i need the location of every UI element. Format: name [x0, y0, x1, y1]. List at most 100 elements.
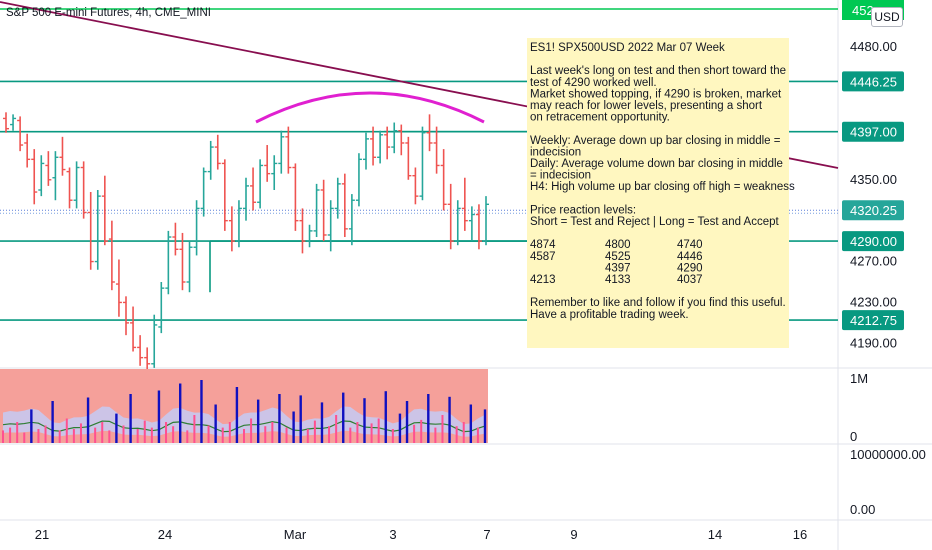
- note-line: Last week's long on test and then short …: [530, 65, 786, 77]
- volume-bar: [398, 413, 402, 443]
- note-footer-line: Remember to like and follow if you find …: [530, 297, 786, 309]
- volume-bar: [313, 420, 316, 443]
- volume-bar: [115, 413, 118, 443]
- candle: [87, 192, 94, 270]
- candle: [45, 151, 52, 186]
- candle: [73, 161, 80, 209]
- current-price-tag-bg: [842, 200, 904, 221]
- currency-button[interactable]: USD: [871, 7, 903, 27]
- candle: [257, 159, 264, 209]
- volume-bar: [186, 430, 189, 443]
- price-level-cell: 4525: [605, 251, 631, 263]
- date-tick-label: 14: [708, 527, 722, 542]
- volume-bar: [214, 404, 217, 443]
- volume-bar: [221, 427, 224, 443]
- candle: [66, 167, 73, 209]
- volume-bar: [172, 426, 175, 443]
- candle: [419, 126, 426, 201]
- candle: [285, 126, 292, 174]
- candle: [151, 314, 158, 368]
- price-candles: [3, 112, 489, 372]
- note-line: ES1! SPX500USD 2022 Mar 07 Week: [530, 42, 725, 54]
- candle: [461, 177, 468, 231]
- candle: [468, 206, 475, 242]
- volume-bar: [448, 396, 451, 443]
- volume-bar: [335, 415, 338, 443]
- volume-bar: [86, 397, 90, 443]
- candle: [341, 173, 348, 238]
- note-line: H4: High volume up bar closing off high …: [530, 181, 795, 193]
- note-line: may reach for lower levels, presenting a…: [530, 100, 763, 112]
- candle: [235, 200, 242, 248]
- secondary-tick-label: 10000000.00: [850, 447, 926, 462]
- candle: [363, 132, 369, 170]
- volume-bar: [193, 415, 196, 443]
- level-tag-bg: [842, 71, 904, 92]
- volume-bar: [179, 383, 182, 443]
- price-tick-label: 4270.00: [850, 254, 897, 269]
- volume-bar: [292, 411, 295, 443]
- level-tag-label: 4446.25: [850, 74, 897, 89]
- price-tick-label: 4350.00: [850, 172, 897, 187]
- note-line: Daily: Average volume down bar closing i…: [530, 158, 783, 170]
- date-tick-label: 7: [483, 527, 490, 542]
- volume-bar: [150, 427, 153, 443]
- candle: [228, 206, 235, 252]
- volume-bar: [200, 380, 203, 443]
- candle: [271, 155, 278, 190]
- candle: [80, 161, 87, 219]
- price-level-cell: 4740: [677, 239, 703, 251]
- volume-bar: [278, 394, 281, 443]
- candle: [158, 282, 165, 334]
- volume-bar: [476, 427, 479, 443]
- volume-bar: [136, 429, 139, 443]
- candle: [483, 196, 489, 246]
- volume-bar: [250, 418, 253, 443]
- topping-arc: [255, 91, 485, 124]
- candle: [278, 130, 285, 174]
- level-tag-label: 4290.00: [850, 234, 897, 249]
- price-level-cell: 4874: [530, 239, 556, 251]
- volume-bar: [256, 399, 260, 443]
- secondary-tick-label: 0.00: [850, 502, 875, 517]
- volume-bar: [384, 391, 387, 443]
- candle: [123, 296, 129, 336]
- candle: [193, 200, 200, 256]
- volume-bar: [469, 404, 473, 443]
- volume-bar: [349, 427, 352, 443]
- candle: [24, 133, 31, 168]
- candle: [475, 204, 482, 250]
- volume-bar: [101, 422, 104, 443]
- candle: [115, 259, 122, 317]
- candle: [38, 155, 45, 197]
- volume-bar: [243, 429, 245, 443]
- note-line: indecision: [530, 146, 581, 158]
- volume-bar: [157, 390, 161, 443]
- volume-bar: [356, 422, 359, 443]
- volume-bar: [72, 429, 75, 443]
- candle: [207, 140, 214, 180]
- volume-bar: [228, 422, 231, 443]
- price-level-cell: 4587: [530, 251, 556, 263]
- candle: [320, 179, 327, 242]
- candle: [31, 149, 38, 205]
- candle: [454, 200, 461, 246]
- candle: [348, 194, 355, 246]
- date-tick-label: 16: [793, 527, 807, 542]
- price-tick-label: 4230.00: [850, 294, 897, 309]
- candle: [292, 163, 299, 231]
- price-level-cell: 4397: [605, 262, 631, 274]
- date-tick-label: 21: [35, 527, 49, 542]
- candle: [447, 183, 454, 250]
- volume-bar: [462, 422, 465, 443]
- candle: [250, 167, 257, 211]
- volume-bar: [441, 415, 444, 443]
- candle: [377, 130, 384, 164]
- candle: [3, 112, 9, 133]
- price-level-cell: 4446: [677, 251, 703, 263]
- volume-bar: [370, 423, 373, 443]
- candle: [137, 335, 144, 366]
- candle: [101, 175, 108, 246]
